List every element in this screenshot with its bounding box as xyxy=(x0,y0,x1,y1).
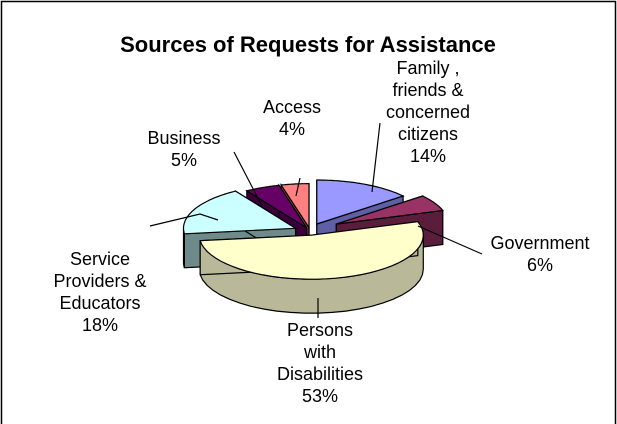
data-label-2-name-line-1: with xyxy=(303,342,336,362)
data-label-1-name-line-0: Government xyxy=(490,233,589,253)
data-label-0: Family , friends & concerned citizens 14% xyxy=(386,58,470,166)
data-label-3-value: 18% xyxy=(82,315,118,335)
data-label-2: Persons with Disabilities 53% xyxy=(277,320,363,406)
slice-2-top xyxy=(199,220,424,280)
slice-4-top xyxy=(245,184,308,229)
leader-line-4 xyxy=(233,151,263,207)
data-label-5-value: 4% xyxy=(279,119,305,139)
data-label-2-name-line-2: Disabilities xyxy=(277,364,363,384)
data-label-0-name-line-2: concerned xyxy=(386,102,470,122)
data-label-3: Service Providers & Educators 18% xyxy=(53,249,146,335)
data-label-4-value: 5% xyxy=(171,150,197,170)
leader-line-0 xyxy=(371,122,381,193)
chart-title: Sources of Requests for Assistance xyxy=(120,32,496,57)
data-label-5-name-line-0: Access xyxy=(263,97,321,117)
leader-line-5 xyxy=(295,177,301,197)
slice-0-top xyxy=(316,179,405,225)
data-label-5: Access 4% xyxy=(263,97,321,139)
data-label-0-value: 14% xyxy=(410,146,446,166)
data-label-2-name-line-0: Persons xyxy=(287,320,353,340)
data-label-0-name-line-0: Family , xyxy=(397,58,460,78)
leader-line-3 xyxy=(149,213,219,227)
data-label-3-name-line-0: Service xyxy=(70,249,130,269)
leader-line-1 xyxy=(417,225,483,255)
pie-slices xyxy=(182,179,444,314)
leader-lines xyxy=(149,122,483,318)
slice-3-top xyxy=(182,190,298,235)
slice-5-top xyxy=(280,183,310,230)
data-label-3-name-line-1: Providers & xyxy=(53,271,146,291)
data-label-3-name-line-2: Educators xyxy=(59,293,140,313)
data-label-0-name-line-3: citizens xyxy=(398,124,458,144)
data-label-4: Business 5% xyxy=(147,128,220,170)
data-label-4-name-line-0: Business xyxy=(147,128,220,148)
data-label-1-value: 6% xyxy=(527,255,553,275)
slice-1-top xyxy=(336,195,444,225)
data-label-2-value: 53% xyxy=(302,386,338,406)
data-label-0-name-line-1: friends & xyxy=(392,80,463,100)
data-label-1: Government 6% xyxy=(490,233,589,275)
data-labels: Family , friends & concerned citizens 14% Gov… xyxy=(53,58,589,406)
